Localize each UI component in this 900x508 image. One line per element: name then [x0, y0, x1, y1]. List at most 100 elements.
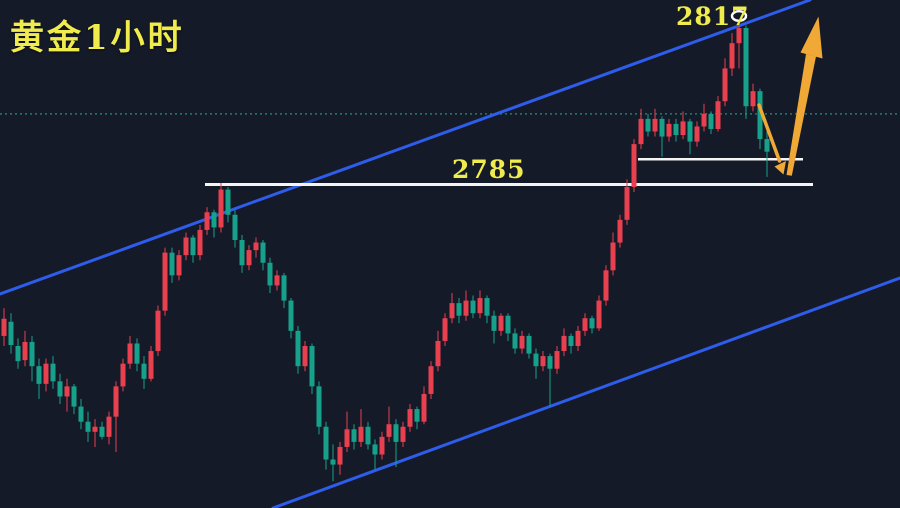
- candle-body-up: [750, 91, 756, 107]
- candle-body-up: [554, 351, 560, 369]
- candle-body-down: [8, 321, 14, 345]
- candle-body-up: [449, 303, 455, 319]
- candle-body-up: [113, 386, 119, 417]
- candle-body-down: [85, 421, 91, 432]
- candle-body-up: [519, 335, 525, 349]
- chart-title: 黄金1小时: [10, 18, 185, 58]
- candle-body-up: [197, 229, 203, 256]
- candle-body-up: [421, 393, 427, 422]
- candle-body-up: [680, 121, 686, 136]
- candle-body-down: [589, 318, 595, 329]
- candle-body-down: [316, 386, 322, 427]
- up-arrow-head: [800, 16, 823, 59]
- candle-body-down: [281, 275, 287, 301]
- candle-body-down: [99, 426, 105, 437]
- candle-body-up: [435, 340, 441, 367]
- candle-body-up: [596, 300, 602, 329]
- candle-body-down: [708, 113, 714, 129]
- candle-body-up: [400, 426, 406, 442]
- candle-body-up: [162, 252, 168, 311]
- candle-body-up: [337, 446, 343, 465]
- candle-body-down: [323, 426, 329, 460]
- candle-body-up: [603, 270, 609, 301]
- candle-body-down: [484, 298, 490, 316]
- candle-body-up: [379, 436, 385, 455]
- candle-body-up: [22, 341, 28, 361]
- candle-body-up: [561, 335, 567, 352]
- candle-body-down: [211, 212, 217, 228]
- candle-body-up: [582, 318, 588, 331]
- candle-body-up: [183, 237, 189, 256]
- candle-body-down: [351, 429, 357, 442]
- candle-body-down: [645, 118, 651, 132]
- candle-body-up: [344, 429, 350, 447]
- candle-body-down: [50, 363, 56, 382]
- candle-body-up: [64, 386, 70, 397]
- price-label-2817: 2817: [676, 2, 750, 31]
- candle-body-up: [442, 318, 448, 341]
- candle-body-up: [92, 426, 98, 432]
- candle-body-down: [295, 330, 301, 367]
- candle-body-up: [652, 118, 658, 132]
- candle-body-up: [729, 43, 735, 69]
- candle-body-down: [239, 240, 245, 266]
- candle-body-up: [575, 330, 581, 346]
- candle-body-up: [386, 424, 392, 437]
- down-arrow-shaft: [757, 103, 782, 163]
- candle-body-up: [638, 118, 644, 145]
- candle-body-down: [505, 315, 511, 334]
- candle-body-up: [204, 212, 210, 230]
- lower-trendline: [271, 276, 900, 508]
- candle-body-down: [659, 118, 665, 137]
- candle-body-down: [757, 91, 763, 140]
- candle-body-down: [365, 426, 371, 445]
- candle-body-down: [330, 459, 336, 465]
- candle-body-down: [134, 343, 140, 364]
- candle-body-down: [512, 333, 518, 349]
- candle-body-down: [78, 406, 84, 422]
- candle-body-up: [407, 409, 413, 427]
- candle-body-up: [631, 144, 637, 188]
- candle-body-down: [491, 315, 497, 331]
- candle-body-up: [694, 126, 700, 142]
- candle-body-up: [463, 300, 469, 316]
- candle-body-down: [414, 409, 420, 422]
- price-label-2785: 2785: [452, 155, 526, 184]
- candle-body-up: [477, 298, 483, 314]
- candle-body-up: [498, 315, 504, 331]
- candle-body-up: [246, 250, 252, 266]
- candle-body-up: [274, 275, 280, 286]
- candle-body-up: [127, 343, 133, 364]
- candle-body-down: [526, 335, 532, 354]
- candle-body-down: [547, 356, 553, 369]
- candle-body-up: [540, 356, 546, 367]
- candle-body-down: [456, 303, 462, 316]
- candle-body-down: [225, 189, 231, 215]
- candle-body-up: [1, 318, 7, 336]
- candle-body-up: [701, 113, 707, 127]
- candle-body-up: [218, 189, 224, 228]
- candle-body-down: [393, 424, 399, 442]
- candle-body-up: [148, 351, 154, 379]
- upper-trendline: [0, 0, 812, 296]
- candle-body-down: [71, 386, 77, 407]
- down-arrow-head: [774, 161, 786, 175]
- candle-body-down: [267, 262, 273, 286]
- candle-body-down: [673, 123, 679, 136]
- candle-body-up: [722, 68, 728, 102]
- candle-body-down: [57, 381, 63, 397]
- candle-body-up: [715, 101, 721, 129]
- candle-body-down: [764, 139, 770, 152]
- candle-body-up: [176, 255, 182, 276]
- candle-body-down: [141, 363, 147, 379]
- candle-body-up: [428, 366, 434, 394]
- candle-body-down: [190, 237, 196, 256]
- candle-body-down: [232, 214, 238, 241]
- candle-body-up: [155, 310, 161, 352]
- up-arrow-shaft: [786, 54, 816, 176]
- candle-body-up: [120, 363, 126, 387]
- candle-body-up: [43, 363, 49, 384]
- candle-body-up: [736, 28, 742, 44]
